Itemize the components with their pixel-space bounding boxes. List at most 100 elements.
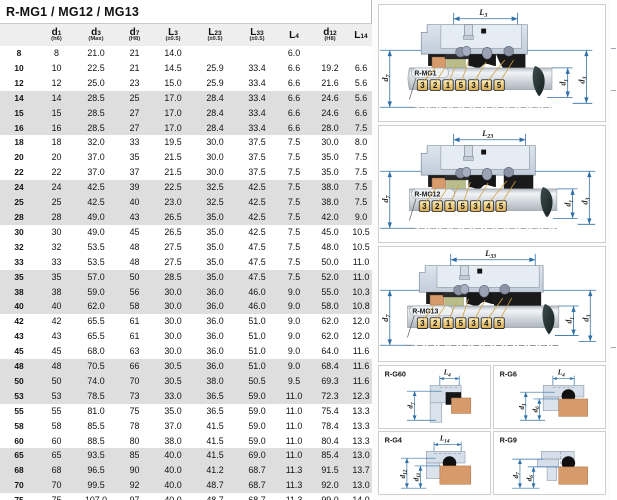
- table-cell: 68: [38, 463, 75, 479]
- callout-number: 3: [471, 319, 476, 328]
- table-cell: 30.5: [152, 373, 194, 389]
- dim-label-l33: L33: [484, 249, 496, 260]
- callout-box: [493, 79, 505, 91]
- table-cell: 15.0: [152, 75, 194, 91]
- table-cell: 10.3: [350, 284, 372, 300]
- table-cell: 30.0: [194, 150, 236, 166]
- diagram-r-g60: R-G60 L4: [378, 365, 491, 429]
- table-cell: 13.0: [350, 478, 372, 494]
- table-cell: 23.0: [152, 195, 194, 210]
- callout-box: [418, 200, 430, 212]
- table-cell: 22.5: [152, 180, 194, 196]
- diagram-r-mg12: L23: [378, 125, 606, 243]
- table-cell: 42.5: [236, 209, 278, 225]
- table-cell: 6.6: [278, 75, 310, 91]
- diagram-label-g4: R-G4: [385, 436, 402, 445]
- table-cell: 7.5: [278, 135, 310, 151]
- table-cell: 24: [38, 180, 75, 196]
- table-cell: 55.0: [310, 284, 350, 300]
- row-key-cell: 22: [0, 165, 38, 181]
- table-cell: 43: [38, 329, 75, 345]
- callout-number: 1: [446, 81, 451, 90]
- table-cell: 35: [38, 269, 75, 285]
- table-cell: 11.0: [278, 433, 310, 449]
- table-cell: 17.0: [152, 120, 194, 136]
- table-cell: 45.0: [310, 224, 350, 240]
- table-cell: 46.0: [236, 284, 278, 300]
- diagram-r-g9: R-G9 d7: [493, 431, 606, 495]
- table-cell: 42.5: [236, 224, 278, 240]
- table-header: d1 (h6) d3 (Max) d7 (H8) L3 (±0.5) L23 (±0.5) L33(…: [0, 24, 372, 46]
- table-cell: 32.0: [75, 135, 117, 151]
- page-edge-strip: [611, 0, 617, 500]
- table-cell: 65: [38, 448, 75, 464]
- table-cell: 40.0: [152, 463, 194, 479]
- table-cell: 58: [38, 418, 75, 434]
- table-cell: 13.3: [350, 418, 372, 434]
- specification-table: d1 (h6) d3 (Max) d7 (H8) L3 (±0.5) L23 (±0.5) L33(…: [0, 24, 372, 500]
- table-cell: 75.4: [310, 403, 350, 419]
- row-key-cell: 10: [0, 60, 38, 76]
- page-title: R-MG1 / MG12 / MG13: [6, 5, 139, 19]
- callout-number: 3: [420, 81, 425, 90]
- housing-body: [418, 265, 544, 293]
- table-row: 10 10 22.5 21 14.5 25.9 33.4 6.6 19.2 6.6: [0, 60, 372, 76]
- row-key-cell: 60: [0, 433, 38, 449]
- row-key-cell: 35: [0, 269, 38, 285]
- callout-number: 4: [484, 81, 489, 90]
- dim-label-d3: d3: [577, 76, 588, 83]
- shaft: [558, 398, 589, 417]
- dim-label-l3: L3: [478, 8, 487, 19]
- table-cell: 19.5: [152, 135, 194, 151]
- table-cell: 30.0: [152, 344, 194, 360]
- diagram-label-mg13: R-MG13: [412, 309, 438, 316]
- r-g4-drawing: R-G4 L14: [385, 435, 472, 489]
- table-cell: 33.4: [236, 105, 278, 121]
- row-key-cell: 42: [0, 314, 38, 330]
- dim-line-d3: [535, 170, 596, 225]
- table-row: 60 60 88.5 80 38.0 41.5 59.0 11.0 80.4 13.3: [0, 433, 372, 449]
- row-key-cell: 8: [0, 46, 38, 61]
- table-cell: 36.0: [194, 314, 236, 330]
- table-cell: 40.0: [152, 478, 194, 494]
- row-key-cell: 40: [0, 299, 38, 315]
- table-cell: 43: [117, 209, 152, 225]
- table-cell: 20: [38, 150, 75, 166]
- table-cell: 35.0: [194, 254, 236, 270]
- row-key-cell: 30: [0, 224, 38, 240]
- callout-number: 3: [473, 202, 478, 211]
- table-row: 68 68 96.5 90 40.0 41.2 68.7 11.3 91.5 13.7: [0, 463, 372, 479]
- table-cell: 28.4: [194, 90, 236, 106]
- table-cell: 23: [117, 75, 152, 91]
- table-cell: 36.0: [194, 284, 236, 300]
- column-header-l14: L14: [350, 24, 372, 46]
- table-cell: 97: [117, 493, 152, 500]
- table-panel: R-MG1 / MG12 / MG13 d1 (h6) d3 (Max) d7 (H8) L…: [0, 0, 372, 500]
- table-cell: 10: [38, 60, 75, 76]
- column-header-l33: L33 (±0.5): [236, 24, 278, 46]
- dim-label-d7: d7: [512, 472, 522, 479]
- table-cell: 6.6: [278, 105, 310, 121]
- dim-label-d7: d7: [381, 195, 392, 203]
- table-cell: [310, 46, 350, 61]
- table-cell: 48: [117, 254, 152, 270]
- diagram-label-g6: R-G6: [500, 370, 517, 379]
- callout-number: 5: [499, 202, 504, 211]
- table-cell: 6.6: [278, 60, 310, 76]
- table-cell: 11.0: [350, 254, 372, 270]
- table-cell: 62.0: [310, 329, 350, 345]
- table-cell: 62.0: [310, 314, 350, 330]
- table-cell: 12: [38, 75, 75, 91]
- table-cell: 11.0: [278, 403, 310, 419]
- callout-number: 2: [435, 202, 440, 211]
- housing-body: [420, 24, 528, 55]
- table-cell: 9.0: [278, 299, 310, 315]
- callout-number: 3: [422, 202, 427, 211]
- o-ring: [561, 456, 576, 470]
- table-cell: 28.0: [310, 120, 350, 136]
- row-key-cell: 45: [0, 344, 38, 360]
- table-row: 20 20 37.0 35 21.5 30.0 37.5 7.5 35.0 7.5: [0, 150, 372, 166]
- dim-label-d1: d1: [565, 317, 576, 324]
- table-cell: 7.5: [278, 269, 310, 285]
- table-cell: 7.5: [278, 165, 310, 181]
